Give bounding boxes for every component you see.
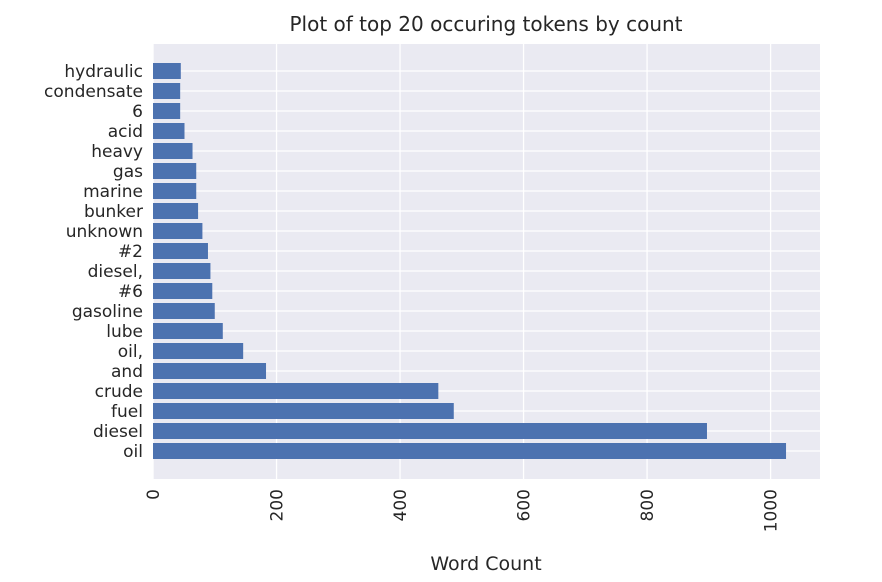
y-tick-label: #6 xyxy=(118,282,143,302)
x-tick-label: 1000 xyxy=(762,489,782,532)
bar xyxy=(153,183,197,199)
bar xyxy=(153,163,197,179)
bar xyxy=(153,203,199,219)
y-tick-label: oil xyxy=(123,442,143,462)
bar xyxy=(153,323,223,339)
bar xyxy=(153,103,181,119)
x-tick-label: 600 xyxy=(515,489,535,521)
y-tick-label: marine xyxy=(83,182,143,202)
y-tick-label: hydraulic xyxy=(64,62,143,82)
x-axis-label: Word Count xyxy=(430,553,541,575)
y-tick-label: heavy xyxy=(91,142,143,162)
bar xyxy=(153,243,208,259)
bar xyxy=(153,263,211,279)
bar xyxy=(153,303,215,319)
bar xyxy=(153,383,439,399)
x-tick-label: 0 xyxy=(144,489,164,500)
bar xyxy=(153,123,185,139)
y-tick-label: fuel xyxy=(111,402,143,422)
bar xyxy=(153,283,213,299)
x-tick-label: 400 xyxy=(391,489,411,521)
y-tick-label: crude xyxy=(95,382,143,402)
y-tick-label: oil, xyxy=(118,342,143,362)
bar xyxy=(153,83,181,99)
y-tick-label: bunker xyxy=(84,202,143,222)
bar xyxy=(153,443,787,459)
y-tick-label: diesel, xyxy=(88,262,143,282)
y-tick-label: diesel xyxy=(93,422,143,442)
x-tick-label: 200 xyxy=(268,489,288,521)
bar xyxy=(153,423,707,439)
y-tick-label: 6 xyxy=(132,102,143,122)
y-tick-label: condensate xyxy=(44,82,143,102)
y-tick-labels: oildieselfuelcrudeandoil,lubegasoline#6d… xyxy=(44,62,143,462)
chart-title: Plot of top 20 occuring tokens by count xyxy=(289,12,682,36)
bars xyxy=(153,63,787,459)
y-tick-label: gasoline xyxy=(72,302,143,322)
y-tick-label: gas xyxy=(113,162,143,182)
bar xyxy=(153,363,267,379)
y-tick-label: and xyxy=(111,362,143,382)
bar xyxy=(153,63,181,79)
y-tick-label: unknown xyxy=(66,222,143,242)
bar xyxy=(153,143,193,159)
bar xyxy=(153,343,244,359)
bar xyxy=(153,403,454,419)
bar xyxy=(153,223,203,239)
x-tick-label: 800 xyxy=(638,489,658,521)
y-tick-label: #2 xyxy=(118,242,143,262)
x-tick-labels: 0 200 400 600 800 1000 xyxy=(144,489,782,532)
y-tick-label: acid xyxy=(108,122,143,142)
y-tick-label: lube xyxy=(106,322,143,342)
